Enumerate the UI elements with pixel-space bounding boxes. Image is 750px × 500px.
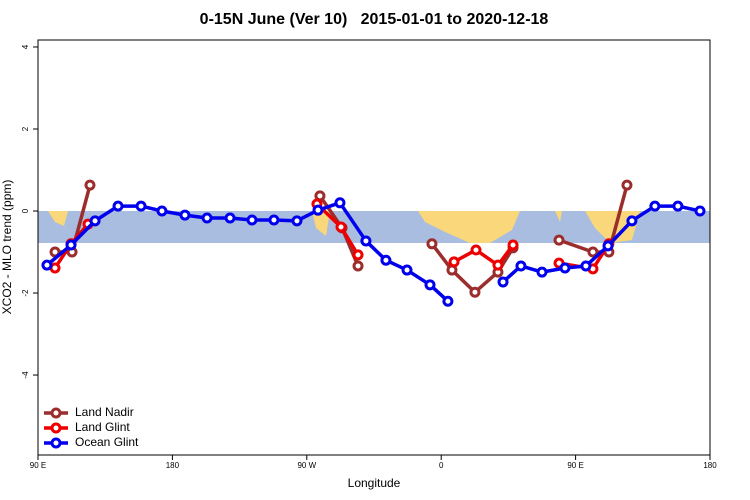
y-tick-label: -2 (21, 289, 30, 297)
y-axis-label: XCO2 - MLO trend (ppm) (0, 180, 14, 315)
series-point (426, 238, 438, 250)
series-point (135, 200, 147, 212)
x-tick-label: 90 E (567, 461, 583, 470)
series-point (559, 262, 571, 274)
series-point (470, 244, 482, 256)
series-point (352, 260, 364, 272)
series-point (41, 259, 53, 271)
series-point (65, 239, 77, 251)
series-point (156, 205, 168, 217)
chart-title: 0-15N June (Ver 10) 2015-01-01 to 2020-1… (200, 11, 549, 28)
series-point (89, 215, 101, 227)
legend-label: Land Nadir (75, 405, 134, 419)
series-point (672, 200, 684, 212)
series-point (246, 214, 258, 226)
x-axis-label: Longitude (348, 476, 401, 490)
series-point (536, 266, 548, 278)
series-point (448, 256, 460, 268)
y-tick-label: 2 (21, 126, 30, 131)
series-point (291, 215, 303, 227)
series-point (424, 279, 436, 291)
series-point (497, 276, 509, 288)
series-point (112, 200, 124, 212)
series-point (335, 221, 347, 233)
series-point (352, 249, 364, 261)
legend-marker (50, 407, 62, 419)
x-tick-label: 180 (166, 461, 180, 470)
x-tick-label: 90 W (297, 461, 316, 470)
series-point (515, 260, 527, 272)
series-point (507, 239, 519, 251)
series-point (49, 246, 61, 258)
y-tick-label: 4 (21, 44, 30, 49)
legend-marker (50, 437, 62, 449)
legend-label: Ocean Glint (75, 435, 139, 449)
series-point (580, 260, 592, 272)
series-point (587, 246, 599, 258)
series-point (694, 205, 706, 217)
series-point (84, 179, 96, 191)
x-tick-label: 90 E (30, 461, 46, 470)
y-tick-label: 0 (21, 208, 30, 213)
series-point (553, 234, 565, 246)
map-strip (38, 211, 710, 243)
x-tick-label: 0 (439, 461, 444, 470)
series-point (401, 264, 413, 276)
series-point (469, 286, 481, 298)
series-point (268, 214, 280, 226)
series-line (453, 243, 515, 267)
series-point (602, 240, 614, 252)
series-point (224, 212, 236, 224)
legend-marker (50, 422, 62, 434)
series-point (201, 212, 213, 224)
series-point (621, 179, 633, 191)
series-point (312, 204, 324, 216)
series-point (179, 209, 191, 221)
y-tick-label: -4 (21, 371, 30, 379)
series-point (380, 254, 392, 266)
series-point (626, 215, 638, 227)
x-tick-label: 180 (703, 461, 717, 470)
series-point (442, 295, 454, 307)
legend-label: Land Glint (75, 420, 130, 434)
series-point (334, 197, 346, 209)
plot-frame (37, 39, 711, 456)
series-point (492, 259, 504, 271)
series-line (501, 204, 701, 284)
series-point (649, 200, 661, 212)
series-point (360, 235, 372, 247)
